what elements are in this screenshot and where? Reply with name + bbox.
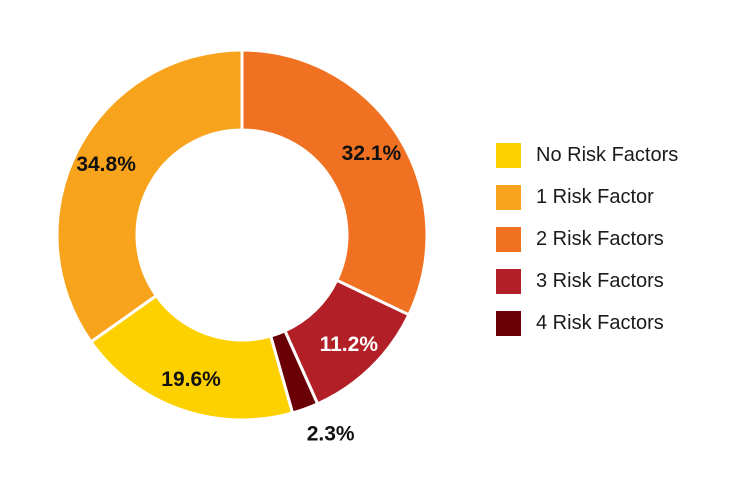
- legend-item-3-risk: 3 Risk Factors: [496, 260, 678, 302]
- legend-swatch: [496, 226, 521, 252]
- legend-label: No Risk Factors: [536, 143, 679, 166]
- legend-swatch: [496, 184, 521, 210]
- legend-item-no-risk: No Risk Factors: [496, 134, 678, 176]
- slice-value-label: 2.3%: [307, 422, 355, 445]
- slice-value-label: 34.8%: [76, 153, 136, 176]
- legend-label: 1 Risk Factor: [536, 185, 654, 208]
- legend-swatch: [496, 268, 521, 294]
- legend-swatch: [496, 142, 521, 168]
- slice-value-label: 32.1%: [342, 142, 402, 165]
- slice-value-label: 19.6%: [161, 368, 221, 391]
- legend-label: 3 Risk Factors: [536, 269, 664, 292]
- legend-swatch: [496, 310, 521, 336]
- legend-item-1-risk: 1 Risk Factor: [496, 176, 678, 218]
- donut-slice: [240, 48, 429, 317]
- legend: No Risk Factors 1 Risk Factor 2 Risk Fac…: [496, 134, 678, 344]
- donut-slice: [88, 293, 295, 422]
- legend-label: 4 Risk Factors: [536, 311, 664, 334]
- legend-item-4-risk: 4 Risk Factors: [496, 302, 678, 344]
- legend-label: 2 Risk Factors: [536, 227, 664, 250]
- donut-slice: [55, 48, 244, 344]
- slice-value-label: 11.2%: [320, 333, 379, 356]
- legend-item-2-risk: 2 Risk Factors: [496, 218, 678, 260]
